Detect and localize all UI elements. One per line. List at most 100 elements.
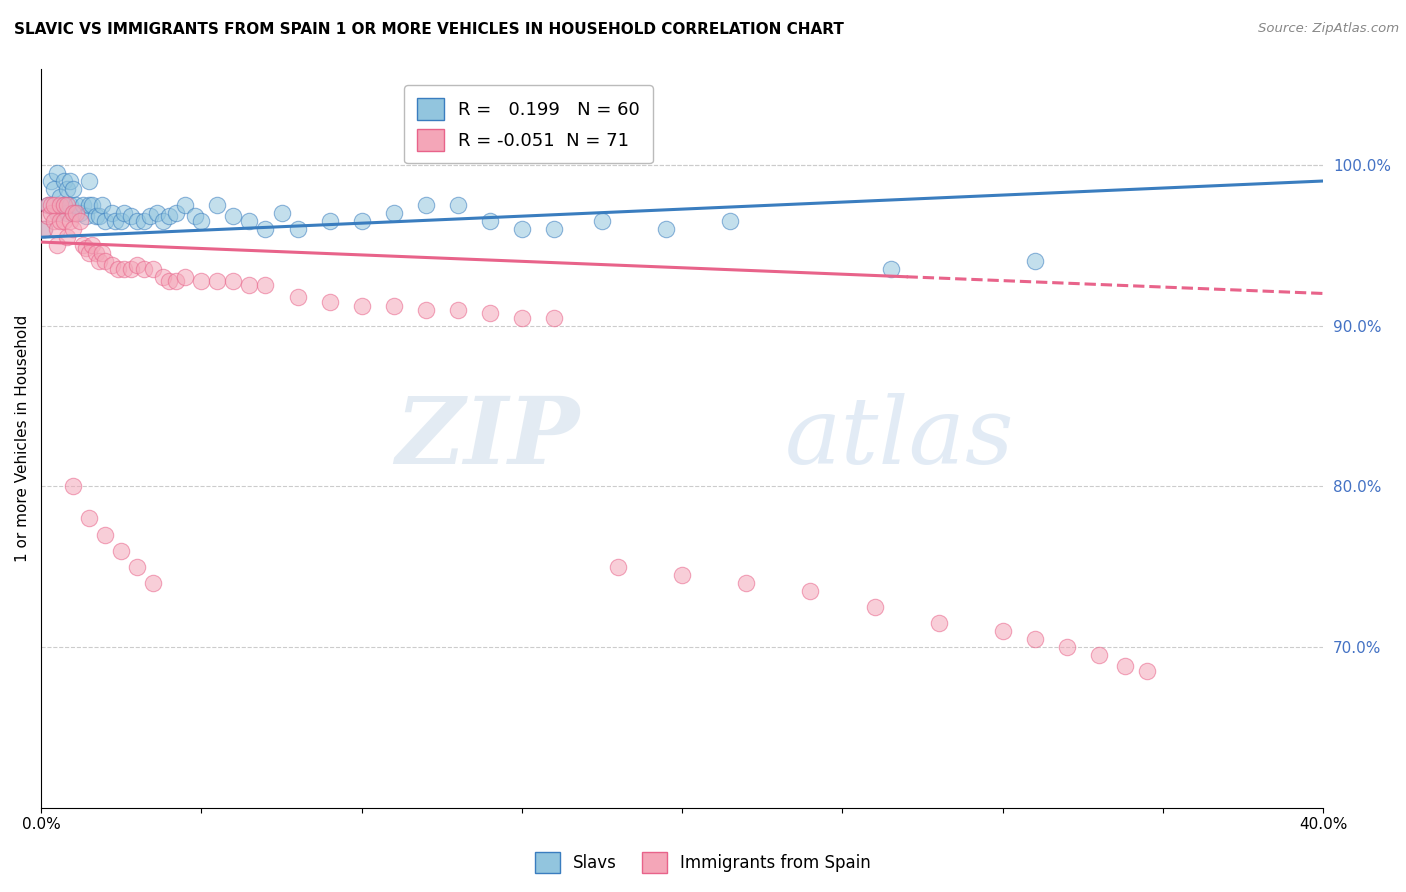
Point [270, 206, 292, 220]
Point [46, 206, 69, 220]
Point [42, 198, 65, 212]
Point [157, 210, 180, 224]
Point [94, 214, 117, 228]
Point [94, 254, 117, 268]
Point [100, 206, 122, 220]
Point [62, 479, 84, 493]
Point [132, 262, 155, 277]
Point [55, 198, 77, 212]
Point [77, 174, 100, 188]
Point [52, 198, 75, 212]
Legend: R =   0.199   N = 60, R = -0.051  N = 71: R = 0.199 N = 60, R = -0.051 N = 71 [404, 85, 652, 163]
Point [478, 306, 501, 320]
Legend: Slavs, Immigrants from Spain: Slavs, Immigrants from Spain [529, 846, 877, 880]
Point [799, 583, 821, 598]
Point [94, 527, 117, 541]
Point [91, 246, 114, 260]
Point [190, 214, 212, 228]
Point [46, 238, 69, 252]
Point [350, 299, 373, 313]
Point [55, 206, 77, 220]
Point [91, 198, 114, 212]
Point [59, 214, 82, 228]
Point [34, 222, 56, 236]
Point [132, 214, 155, 228]
Point [114, 262, 136, 277]
Text: Source: ZipAtlas.com: Source: ZipAtlas.com [1258, 22, 1399, 36]
Point [52, 198, 75, 212]
Point [49, 190, 72, 204]
Point [165, 274, 187, 288]
Point [928, 615, 950, 630]
Point [42, 182, 65, 196]
Point [87, 254, 110, 268]
Point [510, 310, 533, 325]
Point [254, 222, 277, 236]
Point [69, 206, 91, 220]
Point [55, 230, 77, 244]
Point [238, 278, 260, 293]
Point [37, 198, 59, 212]
Point [1114, 659, 1136, 673]
Point [75, 210, 97, 224]
Point [165, 206, 187, 220]
Point [863, 599, 886, 614]
Point [382, 299, 405, 313]
Point [37, 210, 59, 224]
Point [415, 198, 437, 212]
Point [142, 575, 165, 590]
Point [718, 214, 741, 228]
Point [222, 274, 245, 288]
Point [52, 174, 75, 188]
Point [157, 274, 180, 288]
Point [59, 174, 82, 188]
Point [207, 274, 229, 288]
Point [287, 290, 309, 304]
Point [39, 206, 62, 220]
Point [991, 624, 1014, 638]
Point [478, 214, 501, 228]
Point [82, 238, 104, 252]
Point [84, 246, 107, 260]
Point [127, 214, 149, 228]
Point [350, 214, 373, 228]
Text: ZIP: ZIP [395, 393, 579, 483]
Point [190, 274, 212, 288]
Point [100, 258, 122, 272]
Point [52, 214, 75, 228]
Point [152, 214, 174, 228]
Point [84, 210, 107, 224]
Point [287, 222, 309, 236]
Point [510, 222, 533, 236]
Point [543, 222, 565, 236]
Point [77, 511, 100, 525]
Point [72, 238, 94, 252]
Point [1024, 254, 1046, 268]
Point [543, 310, 565, 325]
Point [238, 214, 260, 228]
Point [49, 198, 72, 212]
Text: SLAVIC VS IMMIGRANTS FROM SPAIN 1 OR MORE VEHICLES IN HOUSEHOLD CORRELATION CHAR: SLAVIC VS IMMIGRANTS FROM SPAIN 1 OR MOR… [14, 22, 844, 37]
Point [1136, 664, 1159, 678]
Point [39, 198, 62, 212]
Point [87, 210, 110, 224]
Point [655, 222, 678, 236]
Point [139, 210, 162, 224]
Point [222, 210, 245, 224]
Point [184, 210, 207, 224]
Point [46, 166, 69, 180]
Point [127, 559, 149, 574]
Point [65, 206, 87, 220]
Point [415, 302, 437, 317]
Point [120, 210, 142, 224]
Point [110, 214, 132, 228]
Point [34, 222, 56, 236]
Point [174, 198, 197, 212]
Point [1024, 632, 1046, 646]
Text: atlas: atlas [785, 393, 1014, 483]
Point [72, 198, 94, 212]
Point [110, 543, 132, 558]
Point [1088, 648, 1111, 662]
Point [254, 278, 277, 293]
Point [82, 198, 104, 212]
